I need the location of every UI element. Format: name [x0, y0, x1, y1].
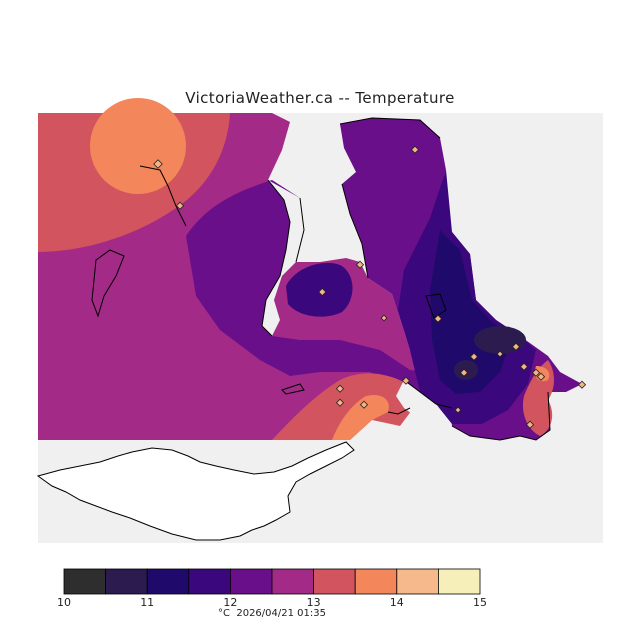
station-marker [359, 400, 369, 409]
station-marker [496, 350, 504, 358]
legend-swatch [63, 568, 106, 595]
temperature-band-10-5-b [454, 360, 478, 380]
station-marker [318, 287, 327, 297]
southern-water [396, 380, 452, 430]
coastline-lake-east [425, 293, 447, 319]
station-marker [410, 145, 420, 154]
temperature-band-11-5-central [286, 262, 353, 317]
legend-swatch [271, 568, 314, 595]
coastline-group [91, 117, 551, 441]
legend-swatch [396, 568, 439, 595]
station-marker [577, 380, 587, 389]
coastline-peninsula [139, 165, 187, 227]
temperature-band-10-5-a [474, 326, 526, 354]
station-marker [153, 159, 163, 169]
coastline-victoria [387, 407, 411, 415]
temperature-band-13-0-south [272, 373, 412, 440]
legend-swatch [188, 568, 231, 595]
coastline-inlet [341, 183, 369, 279]
legend-swatch [105, 568, 148, 595]
legend-swatch [229, 568, 273, 595]
inlet-channel [330, 184, 368, 278]
legend-swatch [354, 568, 398, 595]
station-marker [519, 362, 529, 371]
coastline-mainland-west [295, 197, 305, 263]
coastline-island-west [91, 249, 125, 318]
station-marker [401, 376, 411, 385]
coastline-strait [261, 179, 291, 337]
station-marker [469, 352, 479, 361]
station-marker [531, 368, 541, 377]
coastline-southeast [451, 391, 551, 441]
station-marker [175, 201, 185, 210]
strait-channel [262, 180, 304, 336]
coastline-islands-south [403, 379, 453, 409]
southern-land [36, 441, 355, 541]
station-marker [454, 406, 462, 414]
temperature-band-12-0 [186, 180, 430, 392]
station-marker [511, 342, 521, 351]
legend-swatch [437, 568, 481, 595]
station-marker [380, 314, 388, 322]
station-marker [525, 420, 535, 429]
station-marker [335, 384, 345, 393]
coastline-island-central [281, 383, 305, 395]
station-markers [153, 145, 587, 429]
map-title: VictoriaWeather.ca -- Temperature [185, 89, 455, 107]
coastline-north [339, 117, 441, 139]
legend-swatch [313, 568, 356, 595]
station-marker [459, 368, 469, 377]
station-marker [536, 372, 546, 381]
station-marker [433, 314, 443, 323]
legend-colorbar [63, 568, 481, 595]
temperature-band-13-5 [90, 98, 186, 194]
station-marker [355, 260, 365, 269]
station-marker [335, 398, 345, 407]
temperature-band-13-5-south [332, 394, 389, 440]
legend-swatch [146, 568, 190, 595]
